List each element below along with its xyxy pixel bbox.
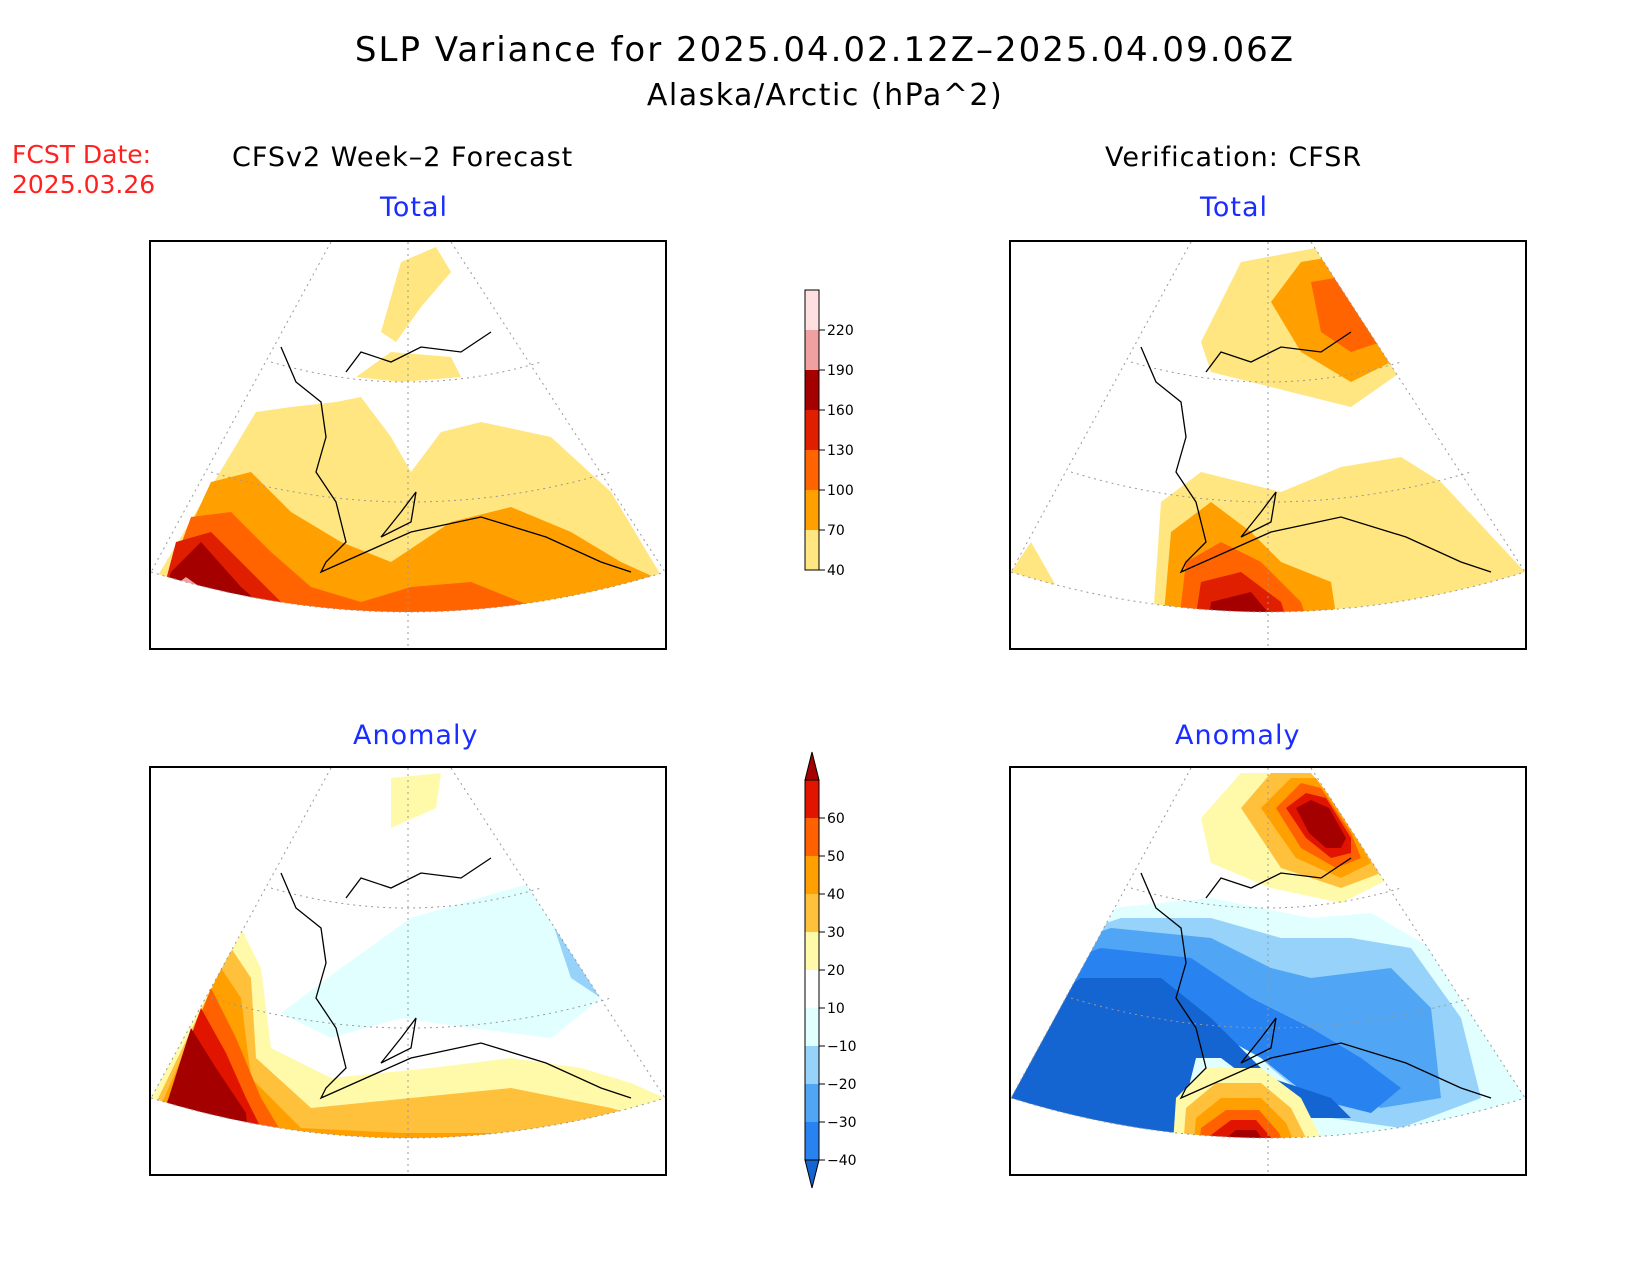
forecast-anomaly-label: Anomaly (353, 720, 479, 751)
anomaly-tick-label-4: 10 (827, 1001, 845, 1017)
verification-total-graticule (1011, 242, 1525, 648)
anomaly-swatch-4 (805, 1008, 819, 1046)
anomaly-swatch-9 (805, 818, 819, 856)
anomaly-tick-label-5: 20 (827, 963, 845, 979)
forecast-date-label: FCST Date: (12, 140, 152, 169)
page-subtitle: Alaska/Arctic (hPa^2) (646, 78, 1004, 113)
total-tick-label-0: 40 (827, 563, 845, 579)
forecast-date-value: 2025.03.26 (12, 170, 156, 199)
anomaly-swatch-6 (805, 932, 819, 970)
anomaly-swatch-1 (805, 1122, 819, 1160)
forecast-total-map (149, 240, 667, 650)
total-colorbar: 40 70 100 130 160 190 220 (804, 289, 854, 579)
verification-column-title: Verification: CFSR (1105, 142, 1363, 173)
anomaly-swatch-top-cap (804, 751, 820, 781)
anomaly-colorbar-swatches (804, 751, 820, 1189)
anomaly-swatch-2 (805, 1084, 819, 1122)
verification-anomaly-coastline (1140, 857, 1492, 1100)
verification-anomaly-label: Anomaly (1175, 720, 1301, 751)
anomaly-swatch-7 (805, 894, 819, 932)
forecast-anomaly-map (149, 766, 667, 1176)
total-tick-label-3: 130 (827, 443, 854, 459)
total-colorbar-swatches (804, 289, 820, 571)
forecast-total-graticule (151, 242, 665, 648)
anomaly-tick-label-9: 60 (827, 811, 845, 827)
verification-anomaly-map (1009, 766, 1527, 1176)
total-swatch-1 (805, 490, 819, 530)
anomaly-tick-label-1: −30 (827, 1115, 857, 1131)
total-colorbar-outline (804, 289, 820, 571)
anomaly-swatch-10 (805, 780, 819, 818)
total-tick-label-6: 220 (827, 323, 854, 339)
total-swatch-6 (805, 290, 819, 330)
page-title: SLP Variance for 2025.04.02.12Z–2025.04.… (354, 30, 1296, 70)
anomaly-swatch-8 (805, 856, 819, 894)
verification-total-coastline (1140, 331, 1492, 574)
verification-total-map (1009, 240, 1527, 650)
total-swatch-0 (805, 530, 819, 570)
anomaly-swatch-5 (805, 970, 819, 1008)
anomaly-colorbar-ticks: −40 −30 −20 −10 10 20 30 40 50 60 (819, 811, 857, 1169)
forecast-total-coastline (280, 331, 632, 574)
verification-total-contours (1011, 247, 1525, 648)
verification-total-label: Total (1200, 192, 1269, 223)
total-tick-label-1: 70 (827, 523, 845, 539)
forecast-date: FCST Date: 2025.03.26 (12, 140, 155, 200)
total-tick-label-2: 100 (827, 483, 854, 499)
total-swatch-3 (805, 410, 819, 450)
total-tick-label-5: 190 (827, 363, 854, 379)
verification-anomaly-graticule (1011, 768, 1525, 1174)
forecast-total-label: Total (380, 192, 449, 223)
anomaly-swatch-bottom-cap (804, 1159, 820, 1189)
total-swatch-2 (805, 450, 819, 490)
forecast-column-title: CFSv2 Week–2 Forecast (232, 142, 574, 173)
anomaly-tick-label-8: 50 (827, 849, 845, 865)
total-tick-label-4: 160 (827, 403, 854, 419)
anomaly-tick-label-7: 40 (827, 887, 845, 903)
total-swatch-5 (805, 330, 819, 370)
total-swatch-4 (805, 370, 819, 410)
anomaly-tick-label-0: −40 (827, 1153, 857, 1169)
forecast-anomaly-contours (151, 773, 665, 1174)
anomaly-tick-label-2: −20 (827, 1077, 857, 1093)
anomaly-swatch-3 (805, 1046, 819, 1084)
anomaly-colorbar: −40 −30 −20 −10 10 20 30 40 50 60 (804, 751, 857, 1189)
verification-anomaly-contours (1011, 773, 1525, 1174)
total-colorbar-ticks: 40 70 100 130 160 190 220 (819, 323, 854, 579)
forecast-anomaly-graticule (151, 768, 665, 1174)
forecast-anomaly-coastline (280, 857, 632, 1100)
anomaly-tick-label-3: −10 (827, 1039, 857, 1055)
anomaly-tick-label-6: 30 (827, 925, 845, 941)
